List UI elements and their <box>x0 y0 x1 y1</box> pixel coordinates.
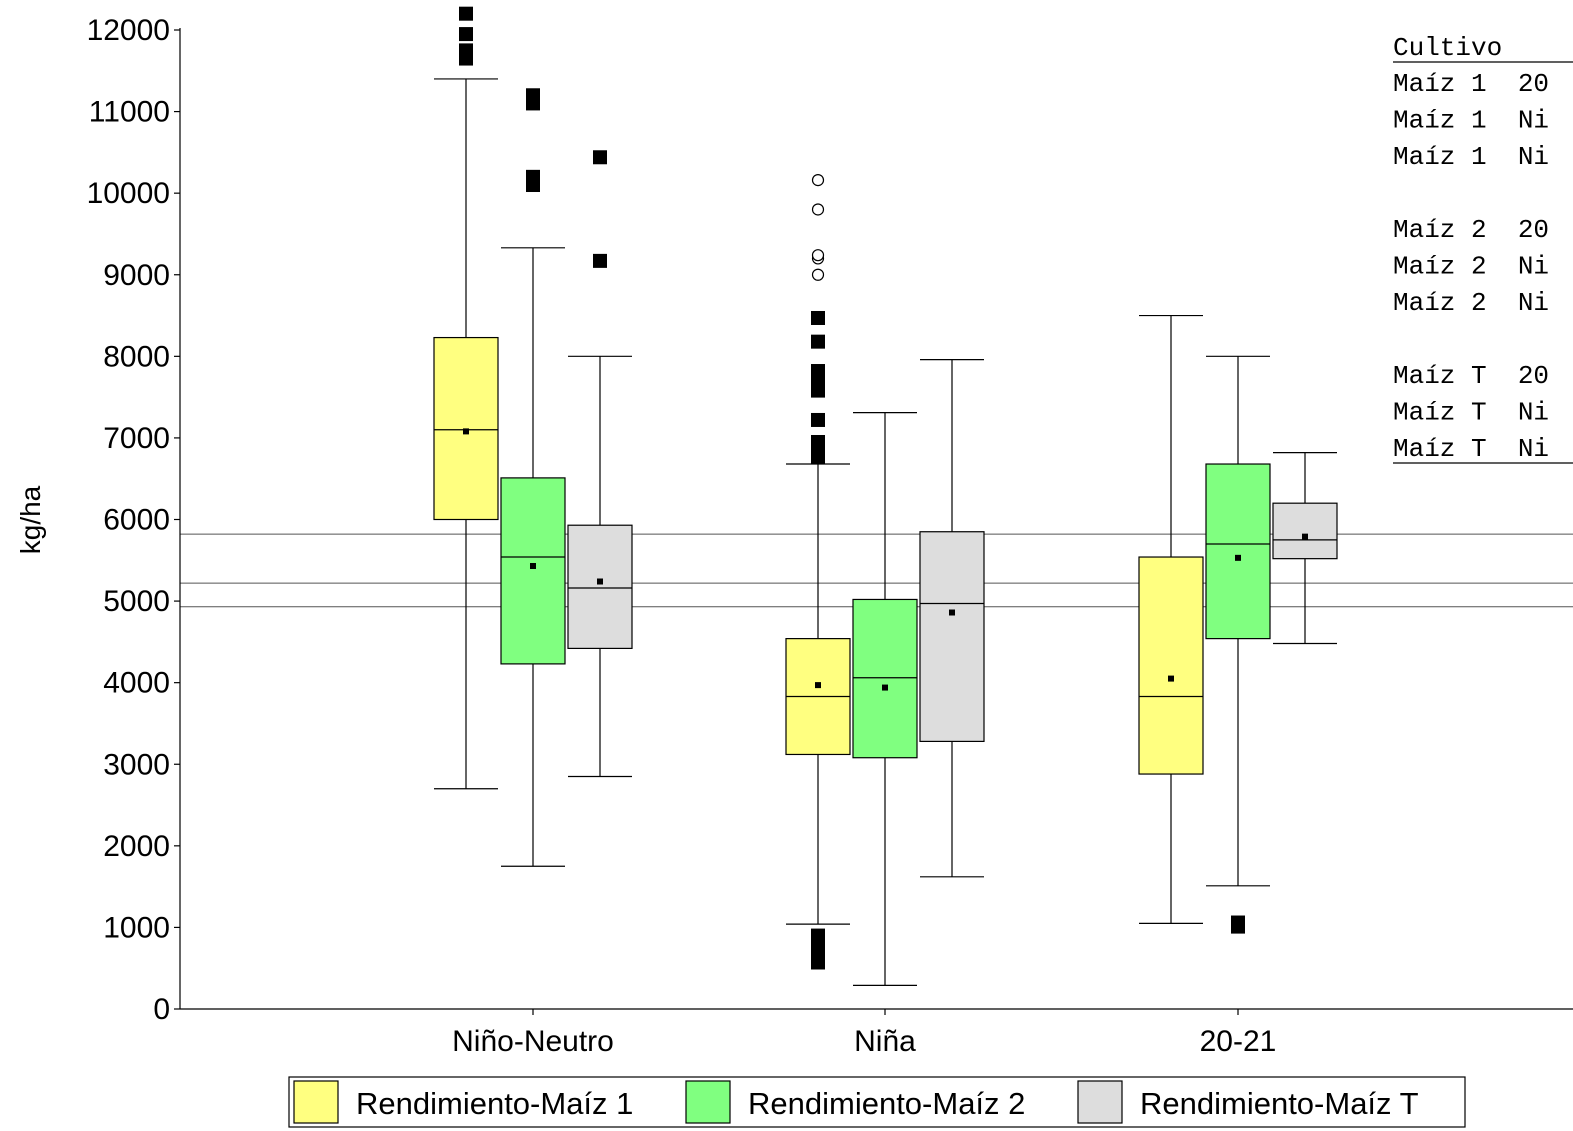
iqr-box <box>567 524 633 650</box>
outlier-point <box>526 169 540 184</box>
outlier-point <box>811 310 825 325</box>
y-tick-label: 0 <box>153 993 170 1026</box>
iqr-box <box>1272 502 1338 560</box>
iqr-box <box>1138 556 1204 775</box>
y-tick-label: 11000 <box>89 96 170 129</box>
table-row: Maíz 1 20 <box>1393 69 1549 99</box>
y-tick-label: 7000 <box>103 422 170 455</box>
box-1-0 <box>500 88 566 867</box>
mean-marker <box>882 684 888 691</box>
y-tick-label: 5000 <box>103 585 170 618</box>
table-row: Maíz 2 20 <box>1393 215 1549 245</box>
y-tick-label: 10000 <box>87 177 170 210</box>
table-row: Maíz 2 Ni <box>1393 288 1549 318</box>
y-tick-label: 3000 <box>103 748 170 781</box>
mean-marker <box>463 428 469 435</box>
y-tick-label: 2000 <box>103 830 170 863</box>
y-tick-label: 9000 <box>103 259 170 292</box>
y-tick-label: 12000 <box>87 14 170 47</box>
table-row: Maíz 1 Ni <box>1393 106 1549 136</box>
y-tick-label: 1000 <box>103 911 170 944</box>
y-tick-label: 8000 <box>103 340 170 373</box>
mean-marker <box>1302 533 1308 540</box>
outlier-point <box>811 434 825 449</box>
legend-swatch <box>685 1080 731 1124</box>
x-tick-label: Niño-Neutro <box>452 1025 614 1058</box>
box-2-0 <box>567 150 633 778</box>
table-row: Maíz T Ni <box>1393 398 1549 428</box>
mean-marker <box>1168 675 1174 682</box>
box-2-2 <box>1272 452 1338 645</box>
outlier-point <box>811 928 825 943</box>
outlier-point <box>811 364 825 379</box>
y-axis-ticks: 0 1000 2000 3000 4000 5000 6000 7000 8000 9000 100… <box>87 14 180 1026</box>
box-0-1 <box>785 310 851 970</box>
legend-label: Rendimiento-Maíz T <box>1140 1086 1419 1121</box>
outlier-point <box>811 334 825 349</box>
legend: Rendimiento-Maíz 1 Rendimiento-Maíz 2 Rend… <box>288 1076 1466 1128</box>
table-row: Maíz 1 Ni <box>1393 142 1549 172</box>
iqr-box <box>852 598 918 759</box>
legend-swatch <box>1077 1080 1123 1124</box>
legend-swatch <box>293 1080 339 1124</box>
x-axis-ticks: Niño-Neutro Niña 20-21 <box>452 1009 1276 1058</box>
extreme-outlier-point <box>811 249 825 262</box>
box-0-2 <box>1138 314 1204 924</box>
y-tick-label: 4000 <box>103 667 170 700</box>
reference-lines <box>180 533 1573 608</box>
outlier-point <box>459 6 473 21</box>
outlier-point <box>811 942 825 957</box>
legend-label: Rendimiento-Maíz 2 <box>748 1086 1025 1121</box>
outlier-point <box>459 27 473 42</box>
outlier-point <box>593 150 607 165</box>
box-2-1 <box>919 358 985 878</box>
box-plots <box>433 6 1338 986</box>
axes <box>179 28 1573 1010</box>
table-header: Cultivo <box>1393 33 1502 63</box>
iqr-box <box>500 477 566 665</box>
iqr-box <box>1205 463 1271 640</box>
iqr-box <box>919 531 985 743</box>
outlier-point <box>811 412 825 427</box>
x-tick-label: 20-21 <box>1200 1025 1277 1058</box>
mean-marker <box>1235 554 1241 561</box>
table-row: Maíz 2 Ni <box>1393 252 1549 282</box>
mean-marker <box>815 682 821 689</box>
outlier-point <box>593 253 607 268</box>
side-table: Cultivo Maíz 1 20 Maíz 1 Ni Maíz 1 Ni Maíz 2… <box>1393 33 1573 464</box>
x-tick-label: Niña <box>854 1025 916 1058</box>
table-row: Maíz T Ni <box>1393 434 1549 464</box>
mean-marker <box>530 563 536 570</box>
box-1-2 <box>1205 355 1271 934</box>
extreme-outlier-point <box>811 268 825 281</box>
legend-frame <box>288 1076 1466 1128</box>
outlier-point <box>1231 915 1245 930</box>
y-axis-label: kg/ha <box>15 485 46 554</box>
table-row: Maíz T 20 <box>1393 361 1549 391</box>
box-0-0 <box>433 6 499 790</box>
outlier-point <box>526 88 540 103</box>
y-tick-label: 6000 <box>103 504 170 537</box>
mean-marker <box>597 578 603 585</box>
mean-marker <box>949 609 955 616</box>
outlier-point <box>459 43 473 58</box>
extreme-outlier-point <box>811 203 825 216</box>
legend-label: Rendimiento-Maíz 1 <box>356 1086 633 1121</box>
box-1-1 <box>852 412 918 986</box>
extreme-outlier-point <box>811 174 825 187</box>
